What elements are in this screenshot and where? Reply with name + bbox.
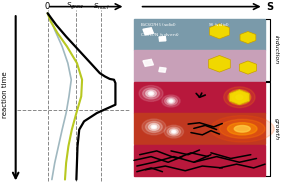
Polygon shape xyxy=(240,32,256,44)
Polygon shape xyxy=(143,59,153,66)
Circle shape xyxy=(150,92,152,94)
Ellipse shape xyxy=(227,123,257,135)
Text: $S_{nucl}$: $S_{nucl}$ xyxy=(93,2,109,12)
Polygon shape xyxy=(239,61,256,74)
Circle shape xyxy=(228,90,251,105)
Ellipse shape xyxy=(219,119,265,138)
Text: S: S xyxy=(266,2,274,12)
Circle shape xyxy=(162,95,180,107)
Polygon shape xyxy=(159,67,166,72)
Circle shape xyxy=(152,126,155,128)
Circle shape xyxy=(170,100,172,102)
Bar xyxy=(134,82,265,113)
Circle shape xyxy=(164,125,184,138)
Bar xyxy=(134,19,265,50)
Circle shape xyxy=(236,95,243,100)
Circle shape xyxy=(165,97,177,105)
Ellipse shape xyxy=(210,115,274,142)
Bar xyxy=(134,113,265,144)
Circle shape xyxy=(170,129,178,135)
Text: $\mathregular{BiC_6O_7H_5}$ (solid): $\mathregular{BiC_6O_7H_5}$ (solid) xyxy=(140,21,176,29)
Text: $S_{grow}$: $S_{grow}$ xyxy=(66,1,85,12)
Text: 0: 0 xyxy=(45,2,50,11)
Circle shape xyxy=(143,88,159,99)
Text: induction: induction xyxy=(273,35,278,64)
Text: reaction time: reaction time xyxy=(2,71,8,118)
Circle shape xyxy=(173,131,175,132)
Circle shape xyxy=(146,121,162,132)
Circle shape xyxy=(169,99,173,102)
Bar xyxy=(134,50,265,81)
Ellipse shape xyxy=(234,125,250,132)
Circle shape xyxy=(142,119,166,135)
Circle shape xyxy=(151,125,157,129)
Circle shape xyxy=(139,85,163,101)
Circle shape xyxy=(167,98,175,104)
Circle shape xyxy=(224,87,255,108)
Circle shape xyxy=(167,127,181,136)
Text: $\mathregular{C_{18}H_{37}N}$ (solvent): $\mathregular{C_{18}H_{37}N}$ (solvent) xyxy=(140,32,180,40)
Circle shape xyxy=(148,91,154,95)
Circle shape xyxy=(171,130,176,133)
Bar xyxy=(134,145,265,176)
Text: $\mathregular{S_8}$ (solid): $\mathregular{S_8}$ (solid) xyxy=(208,21,229,29)
Circle shape xyxy=(146,90,156,97)
Polygon shape xyxy=(209,56,230,72)
Polygon shape xyxy=(159,37,166,41)
Polygon shape xyxy=(229,90,249,105)
Circle shape xyxy=(232,92,247,102)
Polygon shape xyxy=(209,24,229,39)
Text: growth: growth xyxy=(273,118,278,140)
Polygon shape xyxy=(143,28,153,35)
Circle shape xyxy=(148,123,159,130)
